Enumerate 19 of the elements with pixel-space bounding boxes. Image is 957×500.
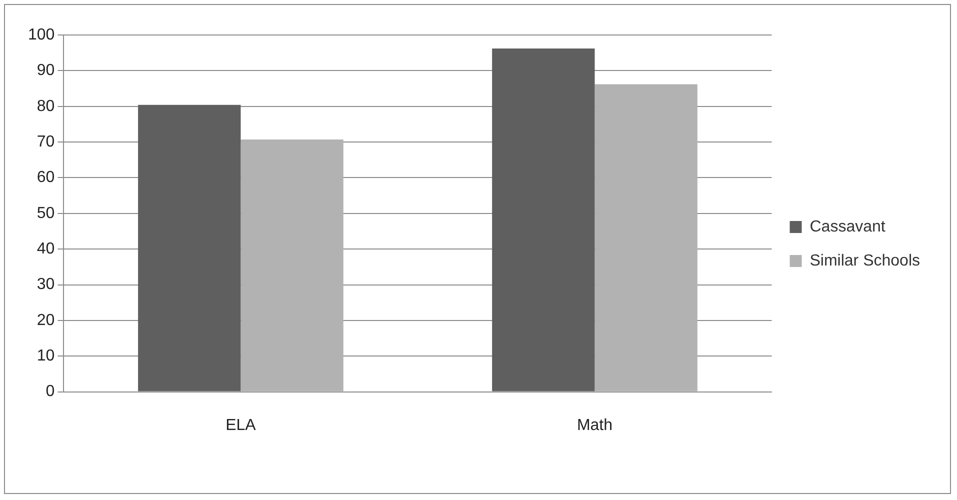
bar <box>138 104 241 392</box>
bar <box>594 84 698 392</box>
legend-label: Similar Schools <box>810 252 920 270</box>
y-tick-label: 90 <box>36 62 55 80</box>
bar <box>240 140 344 392</box>
y-tick-label: 40 <box>36 240 55 258</box>
x-tick-label: Math <box>576 416 613 434</box>
bar <box>492 48 595 392</box>
x-tick-label: ELA <box>226 416 256 434</box>
y-tick-label: 70 <box>36 133 55 150</box>
y-tick-label: 0 <box>46 383 55 400</box>
y-tick-label: 20 <box>36 312 55 329</box>
y-tick-label: 100 <box>28 26 55 44</box>
y-tick-label: 80 <box>36 98 55 115</box>
legend-label: Cassavant <box>810 218 886 236</box>
y-tick-label: 10 <box>36 348 55 365</box>
y-tick-label: 60 <box>36 169 55 186</box>
y-tick-label: 30 <box>36 276 55 294</box>
y-tick-label: 50 <box>36 204 55 222</box>
